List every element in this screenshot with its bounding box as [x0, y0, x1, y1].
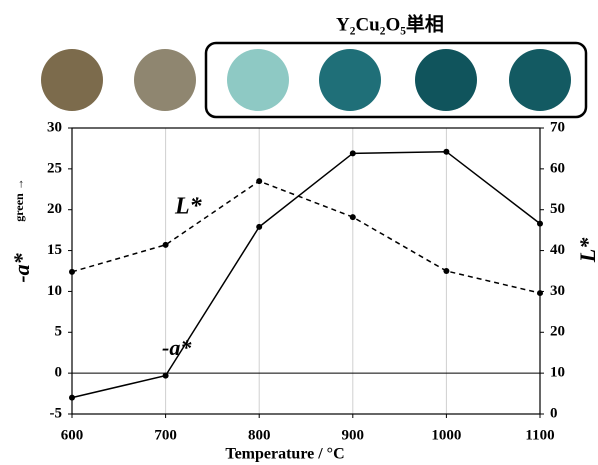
data-point	[162, 241, 169, 248]
y2-tick-label: 10	[550, 365, 565, 381]
data-point	[349, 214, 356, 221]
y-tick-label: 10	[47, 283, 62, 299]
y-tick-label: 0	[55, 365, 63, 381]
series-line	[71, 180, 541, 294]
data-point	[69, 394, 75, 401]
y-tick-label: 20	[47, 201, 62, 217]
sample-swatch	[227, 49, 289, 111]
x-tick-label: 1000	[431, 427, 461, 443]
sample-swatch	[41, 49, 103, 111]
y2-tick-label: 0	[550, 405, 558, 421]
x-tick-label: 800	[248, 427, 271, 443]
plot-frame	[71, 127, 541, 415]
x-tick-label: 1100	[525, 427, 554, 443]
sample-swatch	[415, 49, 477, 111]
x-tick-label: 900	[342, 427, 365, 443]
data-point	[162, 372, 169, 379]
sample-swatch	[509, 49, 571, 111]
sample-swatch	[134, 49, 196, 111]
y-tick-label: 25	[47, 160, 62, 176]
sample-swatch	[319, 49, 381, 111]
single-phase-box	[204, 41, 588, 119]
series-annotation: -a*	[162, 335, 192, 360]
y-axis-note: green →	[12, 178, 26, 221]
data-point	[349, 150, 356, 157]
data-point	[537, 290, 543, 297]
data-point	[443, 148, 450, 155]
y2-tick-label: 20	[550, 324, 565, 340]
y2-tick-label: 60	[550, 160, 565, 176]
header: Y₂Cu₂O₅単相	[336, 12, 444, 35]
y2-tick-label: 40	[550, 242, 565, 258]
x-tick-label: 700	[154, 427, 177, 443]
data-point	[69, 268, 75, 275]
x-tick-label: 600	[61, 427, 84, 443]
series-line	[71, 150, 541, 399]
data-point	[256, 178, 263, 185]
y2-tick-label: 50	[550, 201, 565, 217]
x-axis-label: Temperature / °C	[225, 446, 344, 463]
y-tick-label: 30	[47, 119, 62, 135]
data-point	[537, 220, 543, 227]
y2-tick-label: 70	[550, 119, 565, 135]
series-annotation: L*	[174, 194, 203, 220]
y-tick-label: 15	[47, 242, 62, 258]
y2-tick-label: 30	[550, 283, 565, 299]
y-axis-label: -a*	[9, 252, 34, 282]
data-point	[256, 223, 263, 230]
y-tick-label: -5	[50, 405, 63, 421]
y-tick-label: 5	[55, 324, 63, 340]
data-point	[443, 268, 450, 274]
y2-axis-label: L*	[575, 237, 598, 263]
